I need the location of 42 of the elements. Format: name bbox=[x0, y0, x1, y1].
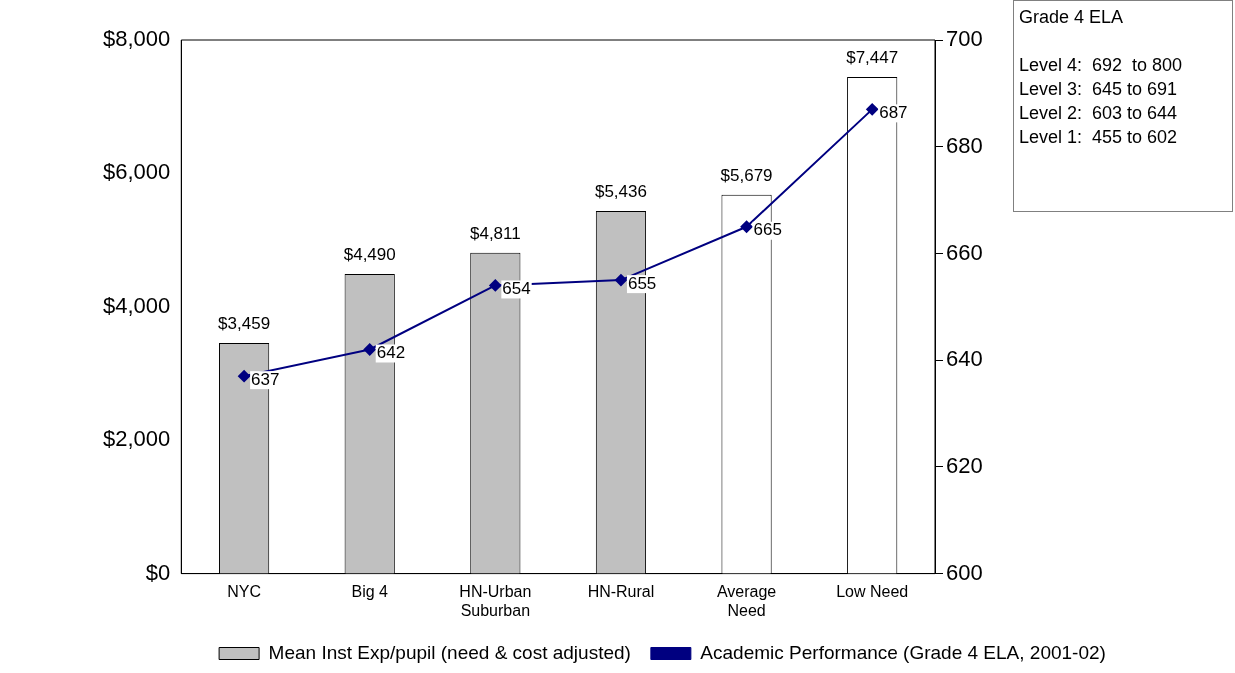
y2-tick-label: 640 bbox=[946, 346, 983, 372]
text: Level 3: 645 to 691 bbox=[1019, 78, 1179, 101]
y-tick-label: $8,000 bbox=[102, 26, 171, 52]
data-label: $5,679 bbox=[720, 166, 773, 185]
data-label: 655 bbox=[627, 273, 657, 293]
point bbox=[740, 220, 753, 233]
x-tick-label: Low Need bbox=[836, 582, 909, 600]
legend-label: Academic Performance (Grade 4 ELA, 2001-02) bbox=[700, 641, 1106, 663]
x-tick-label: NYC bbox=[227, 582, 261, 600]
data-label: $4,811 bbox=[469, 223, 521, 243]
y2-tick-label: 660 bbox=[946, 239, 983, 265]
point bbox=[866, 103, 879, 116]
data-label: 687 bbox=[879, 103, 908, 123]
x-tick-label: Average Need bbox=[716, 582, 777, 619]
point bbox=[489, 279, 502, 292]
data-label: 642 bbox=[376, 343, 406, 363]
data-label: $5,436 bbox=[594, 182, 647, 202]
data-label: $3,459 bbox=[218, 314, 271, 334]
point bbox=[614, 274, 627, 287]
y2-tick-label: 680 bbox=[946, 132, 983, 158]
y-tick-label: $2,000 bbox=[102, 426, 171, 452]
data-label: 637 bbox=[251, 369, 280, 389]
text: Level 4: 692 to 800 bbox=[1019, 54, 1184, 77]
y2-tick-label: 600 bbox=[946, 559, 983, 585]
y2-tick-label: 700 bbox=[946, 26, 983, 52]
x-tick-label: HN-Rural bbox=[587, 582, 655, 600]
data-label: 665 bbox=[753, 220, 782, 240]
point bbox=[363, 343, 376, 356]
text: Grade 4 ELA bbox=[1019, 6, 1125, 29]
y-tick-label: $6,000 bbox=[102, 159, 171, 185]
data-label: 654 bbox=[502, 279, 531, 299]
y2-tick-label: 620 bbox=[946, 452, 983, 478]
y-tick-label: $4,000 bbox=[102, 292, 171, 318]
x-tick-label: HN-Urban Suburban bbox=[459, 582, 532, 619]
data-label: $7,447 bbox=[846, 48, 899, 68]
y-tick-label: $0 bbox=[145, 559, 171, 585]
text: Level 1: 455 to 602 bbox=[1019, 126, 1179, 149]
point bbox=[238, 370, 251, 383]
legend-label: Mean Inst Exp/pupil (need & cost adjusted) bbox=[268, 641, 631, 663]
data-label: $4,490 bbox=[343, 245, 396, 265]
x-tick-label: Big 4 bbox=[351, 582, 389, 600]
text: Level 2: 603 to 644 bbox=[1019, 102, 1179, 125]
